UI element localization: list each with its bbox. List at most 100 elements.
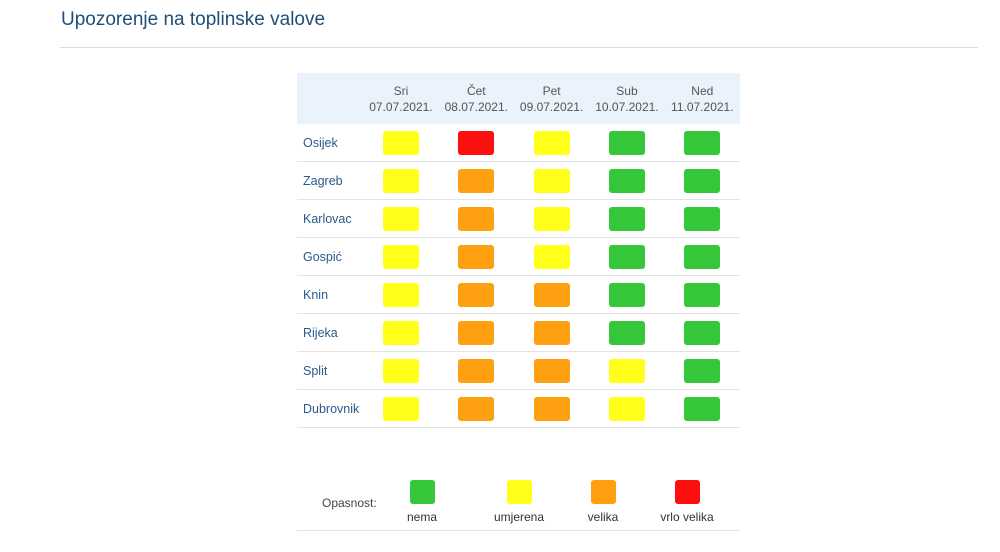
warning-level-square (458, 244, 495, 269)
day-date: 11.07.2021. (671, 99, 734, 114)
day-name: Sub (616, 83, 638, 98)
warning-level-square (458, 320, 495, 345)
legend-swatch (506, 480, 532, 504)
legend-swatch (409, 480, 435, 504)
warning-level-square (684, 396, 721, 421)
warning-cell (438, 389, 514, 428)
warning-cell (363, 124, 439, 162)
table-body: Osijek Zagreb Karlovac Gospić Knin Rijeka Spli… (297, 124, 740, 428)
corner-header-cell (297, 73, 363, 124)
legend-item: vrlo velika (647, 480, 727, 524)
warning-cell (664, 199, 740, 238)
warning-cell (513, 313, 590, 352)
warning-cell (664, 313, 740, 352)
warning-cell (363, 161, 439, 200)
table-row: Dubrovnik (297, 389, 740, 428)
warning-cell (363, 313, 439, 352)
warning-level-square (382, 168, 419, 193)
day-name: Sri (393, 83, 409, 98)
title-divider (60, 47, 978, 48)
warning-level-square (608, 206, 645, 231)
warning-cell (589, 313, 665, 352)
warning-level-square (608, 282, 645, 307)
warning-level-square (684, 320, 721, 345)
warning-level-square (382, 206, 419, 231)
warning-level-square (684, 206, 721, 231)
day-header-1: Čet 08.07.2021. (439, 73, 514, 124)
day-name: Ned (691, 83, 714, 98)
day-date: 10.07.2021. (595, 99, 659, 114)
legend-item: umjerena (479, 480, 559, 524)
warning-level-square (533, 358, 570, 383)
warning-cell (363, 275, 439, 314)
warning-cell (438, 199, 514, 238)
warning-level-square (608, 168, 645, 193)
city-link[interactable]: Knin (297, 275, 364, 314)
warning-level-square (458, 358, 495, 383)
day-date: 09.07.2021. (519, 99, 584, 114)
day-name: Pet (542, 83, 561, 98)
warning-cell (589, 351, 665, 390)
day-header-4: Ned 11.07.2021. (665, 73, 740, 124)
warning-cell (589, 161, 665, 200)
warning-cell (438, 313, 514, 352)
day-header-2: Pet 09.07.2021. (514, 73, 589, 124)
warning-cell (664, 275, 740, 314)
warning-cell (363, 199, 439, 238)
city-link[interactable]: Osijek (297, 124, 364, 162)
table-row: Zagreb (297, 161, 740, 200)
warning-cell (664, 124, 740, 162)
warning-level-square (684, 244, 721, 269)
warning-cell (438, 161, 514, 200)
warning-level-square (382, 282, 419, 307)
day-name: Čet (466, 83, 486, 98)
warning-cell (438, 237, 514, 276)
city-link[interactable]: Karlovac (297, 199, 364, 238)
city-link[interactable]: Gospić (297, 237, 364, 276)
legend-label: Opasnost: (322, 496, 377, 510)
warning-cell (438, 124, 514, 162)
table-row: Osijek (297, 124, 740, 162)
day-date: 08.07.2021. (444, 99, 508, 114)
warning-level-square (533, 282, 570, 307)
warning-cell (664, 237, 740, 276)
warning-level-square (382, 396, 419, 421)
warning-level-square (684, 168, 721, 193)
warning-cell (513, 275, 590, 314)
warning-level-square (533, 320, 570, 345)
warning-cell (589, 237, 665, 276)
warning-level-square (382, 320, 419, 345)
city-link[interactable]: Dubrovnik (297, 389, 364, 428)
legend-item: nema (382, 480, 462, 524)
day-header-0: Sri 07.07.2021. (363, 73, 438, 124)
warning-level-square (533, 244, 570, 269)
warning-level-square (608, 358, 645, 383)
page-title: Upozorenje na toplinske valove (61, 9, 326, 30)
warning-cell (513, 351, 590, 390)
warning-level-square (533, 168, 570, 193)
city-link[interactable]: Zagreb (297, 161, 364, 200)
warning-cell (513, 199, 590, 238)
legend-item: velika (563, 480, 643, 524)
warning-cell (513, 389, 590, 428)
warning-level-square (608, 130, 645, 155)
warning-cell (438, 351, 514, 390)
legend-item-label: umjerena (493, 510, 545, 524)
warning-level-square (533, 206, 570, 231)
warning-cell (664, 351, 740, 390)
warning-cell (589, 389, 665, 428)
warning-cell (589, 199, 665, 238)
city-link[interactable]: Rijeka (297, 313, 364, 352)
city-link[interactable]: Split (297, 351, 364, 390)
warning-cell (513, 161, 590, 200)
warning-cell (438, 275, 514, 314)
warning-level-square (684, 358, 721, 383)
danger-legend: Opasnost: nema umjerena velika vrlo velika (297, 466, 740, 531)
warning-level-square (382, 358, 419, 383)
warning-cell (363, 389, 439, 428)
warning-level-square (533, 396, 570, 421)
warning-level-square (458, 168, 495, 193)
table-row: Split (297, 351, 740, 390)
day-header-3: Sub 10.07.2021. (589, 73, 664, 124)
